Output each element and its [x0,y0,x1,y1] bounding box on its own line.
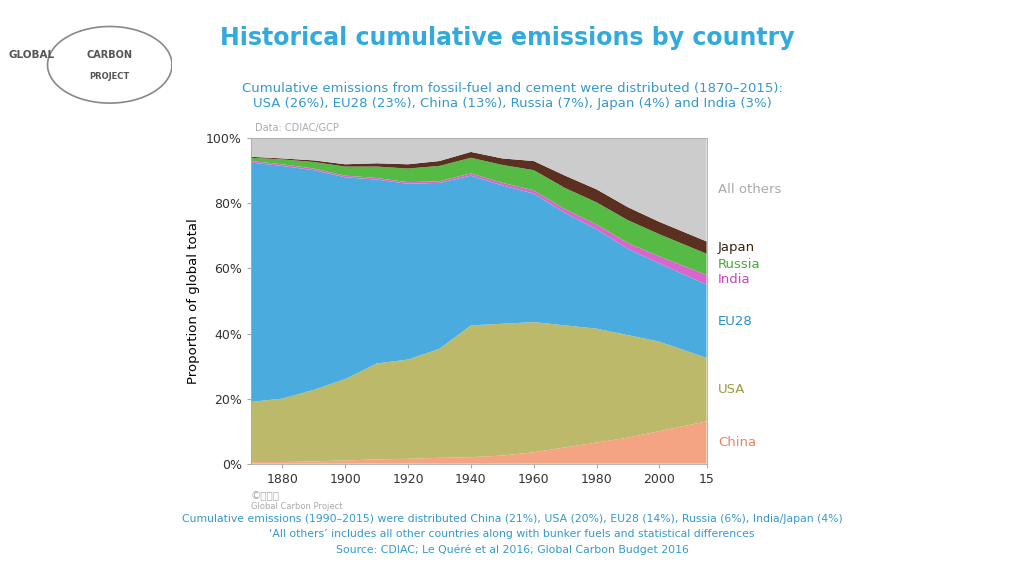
Text: Cumulative emissions from fossil-fuel and cement were distributed (1870–2015):: Cumulative emissions from fossil-fuel an… [242,82,782,95]
Y-axis label: Proportion of global total: Proportion of global total [187,218,201,384]
Text: Cumulative emissions (1990–2015) were distributed China (21%), USA (20%), EU28 (: Cumulative emissions (1990–2015) were di… [181,514,843,524]
Text: USA (26%), EU28 (23%), China (13%), Russia (7%), Japan (4%) and India (3%): USA (26%), EU28 (23%), China (13%), Russ… [253,97,771,110]
Text: Russia: Russia [718,258,761,271]
Text: PROJECT: PROJECT [90,73,130,81]
Text: Global Carbon Project: Global Carbon Project [251,502,342,511]
Text: China: China [718,436,756,449]
Text: Data: CDIAC/GCP: Data: CDIAC/GCP [255,123,339,134]
Text: GLOBAL: GLOBAL [8,50,54,60]
Text: India: India [718,273,751,286]
Text: Japan: Japan [718,241,755,254]
Text: Historical cumulative emissions by country: Historical cumulative emissions by count… [220,26,795,50]
Text: CARBON: CARBON [87,50,133,60]
Text: USA: USA [718,383,745,396]
Text: ©ⓈⓈⓈ: ©ⓈⓈⓈ [251,491,280,501]
Text: ‘All others’ includes all other countries along with bunker fuels and statistica: ‘All others’ includes all other countrie… [269,529,755,539]
Text: All others: All others [718,183,781,196]
Text: Source: CDIAC; Le Quéré et al 2016; Global Carbon Budget 2016: Source: CDIAC; Le Quéré et al 2016; Glob… [336,544,688,555]
Text: EU28: EU28 [718,315,753,328]
